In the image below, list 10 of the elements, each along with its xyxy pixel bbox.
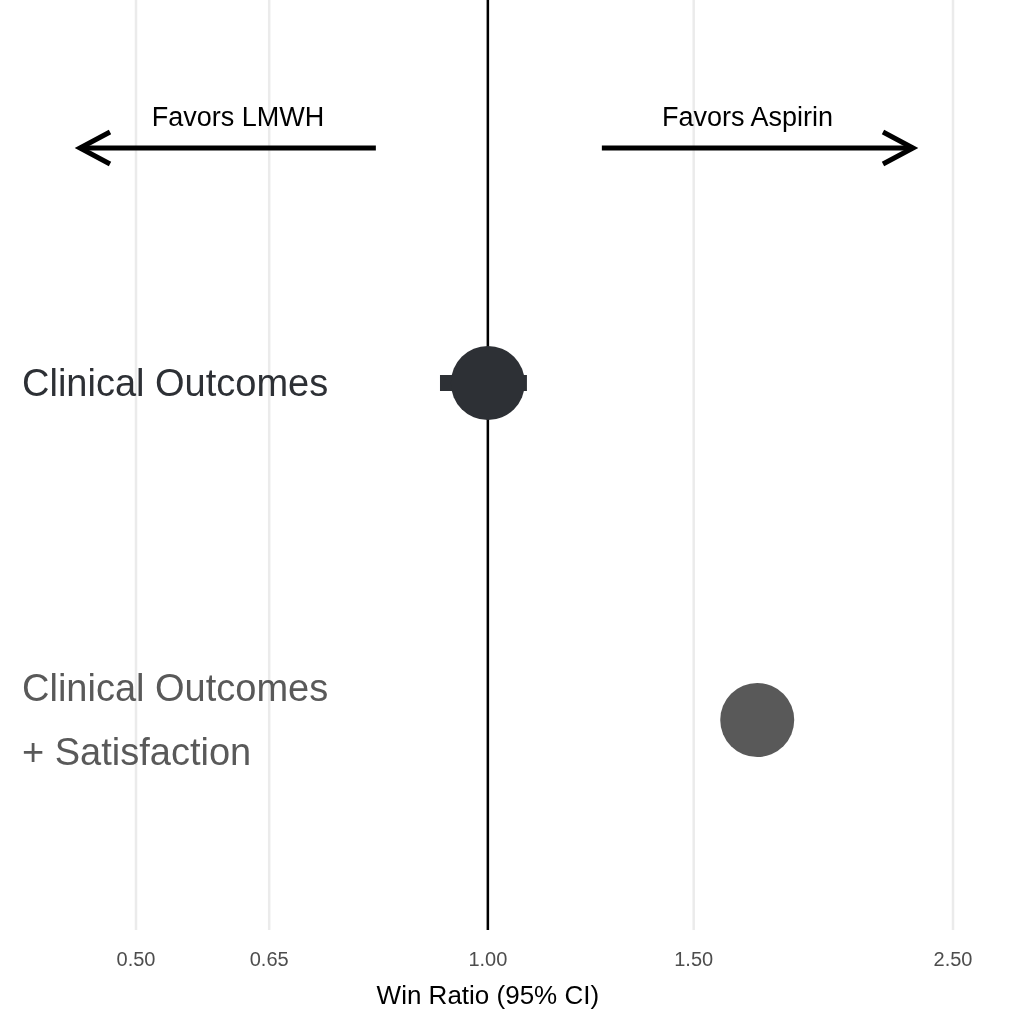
x-tick-label: 0.65 bbox=[249, 948, 289, 970]
x-tick-label: 0.50 bbox=[116, 948, 156, 970]
x-tick-label: 1.50 bbox=[674, 948, 714, 970]
annotation: Favors Aspirin bbox=[661, 102, 833, 132]
y-tick-label: Clinical Outcomes bbox=[22, 362, 329, 404]
annotation: Favors LMWH bbox=[151, 102, 325, 132]
x-axis-title: Win Ratio (95% CI) bbox=[376, 980, 600, 1010]
x-tick-label: 2.50 bbox=[933, 948, 973, 970]
x-tick-label: 1.00 bbox=[468, 948, 508, 970]
y-tick-label: Clinical Outcomes + Satisfaction bbox=[22, 667, 329, 773]
